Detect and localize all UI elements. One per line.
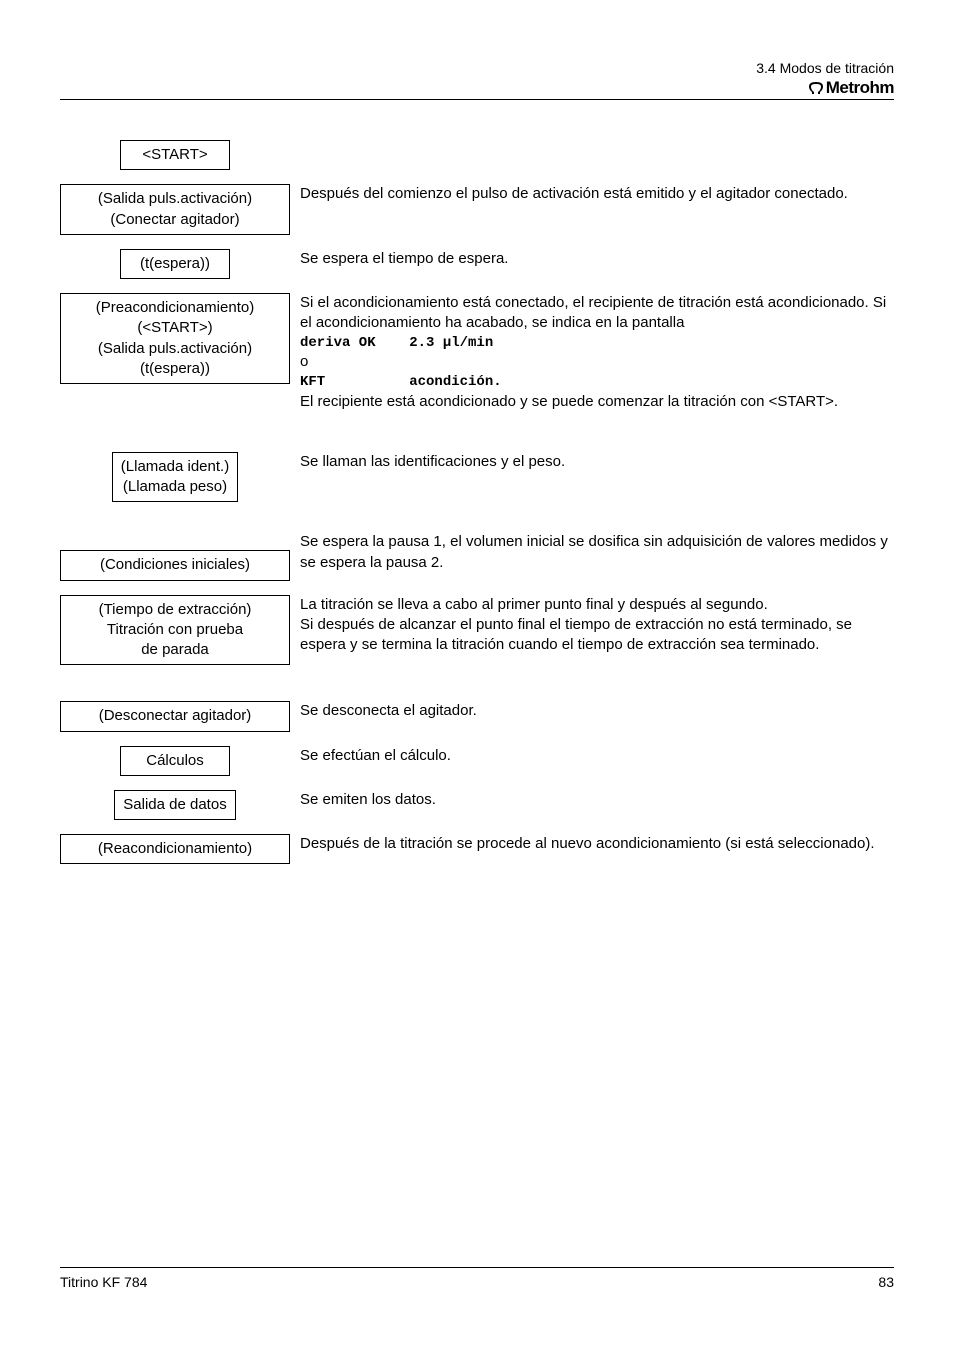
- flow-desc-text: Se desconecta el agitador.: [300, 701, 894, 721]
- flow-desc-text: Se llaman las identificaciones y el peso…: [300, 452, 894, 472]
- flow-box-line: (Salida puls.activación): [69, 339, 281, 359]
- flow-row: (Preacondicionamiento)(<START>)(Salida p…: [60, 293, 894, 412]
- flow-desc-text: Si el acondicionamiento está conectado, …: [300, 293, 894, 334]
- flow-box-line: (Conectar agitador): [69, 210, 281, 230]
- flow-box: Cálculos: [120, 746, 230, 776]
- brand-text: Metrohm: [826, 78, 894, 98]
- flow-description: Después de la titración se procede al nu…: [290, 834, 894, 854]
- flow-box-line: Cálculos: [129, 751, 221, 771]
- flow-desc-text: El recipiente está acondicionado y se pu…: [300, 392, 894, 412]
- flow-box: (Reacondicionamiento): [60, 834, 290, 864]
- flow-box-line: (Tiempo de extracción): [69, 600, 281, 620]
- display-line: deriva OK 2.3 µl/min: [300, 334, 894, 353]
- flow-box-line: (Salida puls.activación): [69, 189, 281, 209]
- flow-desc-text: Se efectúan el cálculo.: [300, 746, 894, 766]
- flow-row: (Desconectar agitador) Se desconecta el a…: [60, 701, 894, 731]
- flow-box-line: Titración con prueba: [69, 620, 281, 640]
- flow-desc-text: La titración se lleva a cabo al primer p…: [300, 595, 894, 615]
- flow-box-line: (Desconectar agitador): [69, 706, 281, 726]
- flow-box-line: (t(espera)): [69, 359, 281, 379]
- flow-description: Se efectúan el cálculo.: [290, 746, 894, 766]
- flow-description: La titración se lleva a cabo al primer p…: [290, 595, 894, 656]
- flow-box: (Preacondicionamiento)(<START>)(Salida p…: [60, 293, 290, 384]
- flow-row: (Tiempo de extracción)Titración con prue…: [60, 595, 894, 666]
- flow-desc-text: Se espera la pausa 1, el volumen inicial…: [300, 532, 894, 573]
- flow-row: (Reacondicionamiento) Después de la titra…: [60, 834, 894, 864]
- flow-left-col: Cálculos: [60, 746, 290, 776]
- omega-icon: [808, 81, 824, 95]
- flow-box: (t(espera)): [120, 249, 230, 279]
- flow-box: (Condiciones iniciales): [60, 550, 290, 580]
- flow-row: (t(espera)) Se espera el tiempo de espera…: [60, 249, 894, 279]
- flow-desc-text: Después del comienzo el pulso de activac…: [300, 184, 894, 204]
- flow-desc-text: Se emiten los datos.: [300, 790, 894, 810]
- page-footer: Titrino KF 784 83: [60, 1267, 894, 1290]
- flow-box-line: (Reacondicionamiento): [69, 839, 281, 859]
- flow-description: Se espera la pausa 1, el volumen inicial…: [290, 550, 894, 573]
- flow-box-line: (t(espera)): [129, 254, 221, 274]
- flow-left-col: Salida de datos: [60, 790, 290, 820]
- section-title: 3.4 Modos de titración: [756, 60, 894, 76]
- flow-description: Se emiten los datos.: [290, 790, 894, 810]
- flow-left-col: (Tiempo de extracción)Titración con prue…: [60, 595, 290, 666]
- flow-box: (Salida puls.activación)(Conectar agitad…: [60, 184, 290, 235]
- flow-description: Se desconecta el agitador.: [290, 701, 894, 721]
- flow-description: Si el acondicionamiento está conectado, …: [290, 293, 894, 412]
- flow-left-col: (Preacondicionamiento)(<START>)(Salida p…: [60, 293, 290, 384]
- page-header: 3.4 Modos de titración Metrohm: [60, 60, 894, 100]
- flow-desc-text: Después de la titración se procede al nu…: [300, 834, 894, 854]
- flow-box: (Desconectar agitador): [60, 701, 290, 731]
- flow-description: Después del comienzo el pulso de activac…: [290, 184, 894, 204]
- flow-desc-text: Si después de alcanzar el punto final el…: [300, 615, 894, 656]
- brand-logo: Metrohm: [808, 78, 894, 98]
- flow-left-col: (t(espera)): [60, 249, 290, 279]
- flow-box-line: Salida de datos: [123, 795, 226, 815]
- flow-box-line: (Preacondicionamiento): [69, 298, 281, 318]
- footer-left: Titrino KF 784: [60, 1274, 147, 1290]
- display-line: KFT acondición.: [300, 373, 894, 392]
- flow-row: Salida de datos Se emiten los datos.: [60, 790, 894, 820]
- footer-right: 83: [878, 1274, 894, 1290]
- flow-row: Cálculos Se efectúan el cálculo.: [60, 746, 894, 776]
- flow-left-col: <START>: [60, 140, 290, 170]
- flow-row: (Condiciones iniciales) Se espera la paus…: [60, 550, 894, 580]
- flow-left-col: (Llamada ident.)(Llamada peso): [60, 452, 290, 503]
- flow-row: (Salida puls.activación)(Conectar agitad…: [60, 184, 894, 235]
- or-word: o: [300, 352, 894, 372]
- flow-box-line: (<START>): [69, 318, 281, 338]
- flow-desc-text: Se espera el tiempo de espera.: [300, 249, 894, 269]
- flow-description: Se espera el tiempo de espera.: [290, 249, 894, 269]
- flow-row: <START>: [60, 140, 894, 170]
- flow-box-line: (Llamada ident.): [121, 457, 229, 477]
- page: 3.4 Modos de titración Metrohm <START> (S…: [0, 0, 954, 1350]
- flow-left-col: (Desconectar agitador): [60, 701, 290, 731]
- flow-box-line: <START>: [129, 145, 221, 165]
- flow-box-line: (Llamada peso): [121, 477, 229, 497]
- flow-content: <START>(Salida puls.activación)(Conectar…: [60, 140, 894, 878]
- flow-box-line: (Condiciones iniciales): [69, 555, 281, 575]
- flow-row: (Llamada ident.)(Llamada peso) Se llaman …: [60, 452, 894, 503]
- flow-box: Salida de datos: [114, 790, 235, 820]
- flow-left-col: (Condiciones iniciales): [60, 550, 290, 580]
- flow-box: (Tiempo de extracción)Titración con prue…: [60, 595, 290, 666]
- flow-description: Se llaman las identificaciones y el peso…: [290, 452, 894, 472]
- flow-left-col: (Reacondicionamiento): [60, 834, 290, 864]
- flow-box-line: de parada: [69, 640, 281, 660]
- flow-box: <START>: [120, 140, 230, 170]
- flow-box: (Llamada ident.)(Llamada peso): [112, 452, 238, 503]
- flow-left-col: (Salida puls.activación)(Conectar agitad…: [60, 184, 290, 235]
